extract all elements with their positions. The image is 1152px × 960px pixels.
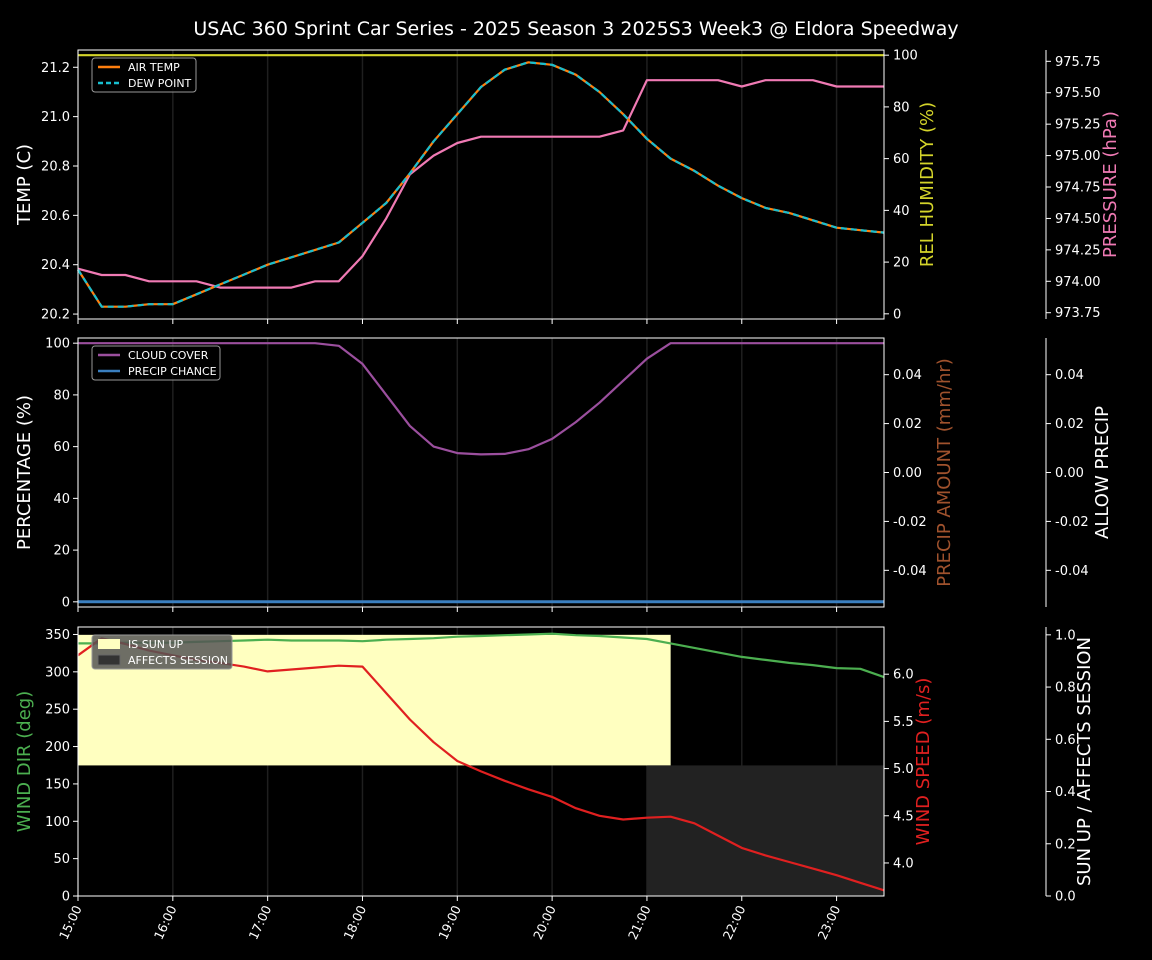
legend: IS SUN UP AFFECTS SESSION [91,634,233,670]
y-axis-label: WIND DIR (deg) [14,691,35,833]
legend-entry: PRECIP CHANCE [128,365,217,378]
plot-frame [77,49,885,320]
wind-speed-tick-label: 4.5 [893,809,914,824]
legend-entry: CLOUD COVER [128,349,209,362]
legend: AIR TEMP DEW POINT [91,57,197,93]
y-tick-label: 21.2 [41,61,70,76]
pressure-line [77,79,884,289]
y-tick-label: 100 [45,337,70,352]
legend-box [91,345,221,381]
dew-point-line [77,61,885,308]
y-tick-label: 60 [53,440,70,455]
pressure-tick-label: 974.50 [1055,212,1101,227]
legend-entry: AFFECTS SESSION [128,654,228,667]
sun-session-axis-label: SUN UP / AFFECTS SESSION [1074,637,1095,886]
y-tick-label: 20.8 [41,159,70,174]
plot-frame [77,337,885,608]
y-tick-label: 20 [53,544,70,559]
y-tick-label: 100 [45,815,70,830]
y-axis-label: TEMP (C) [14,144,35,226]
wind-speed-tick-label: 6.0 [893,668,914,683]
humidity-tick-label: 60 [893,152,910,167]
wind-speed-tick-label: 5.0 [893,762,914,777]
sun-session-tick-label: 0.4 [1055,785,1076,800]
y-tick-label: 0 [62,890,70,905]
wind-speed-tick-label: 5.5 [893,715,914,730]
precip-amount-tick-label: -0.02 [893,515,927,530]
pressure-tick-label: 975.50 [1055,86,1101,101]
sun-session-tick-label: 0.2 [1055,837,1076,852]
y-tick-label: 20.2 [41,308,70,323]
y-tick-label: 21.0 [41,110,70,125]
sun-session-tick-label: 0.8 [1055,681,1076,696]
precip-amount-tick-label: 0.02 [893,417,922,432]
precip-amount-tick-label: 0.04 [893,368,922,383]
affects-session-area [646,765,884,896]
pressure-tick-label: 975.00 [1055,149,1101,164]
legend: CLOUD COVER PRECIP CHANCE [91,345,221,381]
y-tick-label: 80 [53,388,70,403]
legend-entry: DEW POINT [128,77,192,90]
sun-session-tick-label: 0.6 [1055,733,1076,748]
y-tick-label: 20.4 [41,258,70,273]
sun-session-tick-label: 0.0 [1055,890,1076,905]
y-tick-label: 0 [62,595,70,610]
pressure-tick-label: 973.75 [1055,306,1101,321]
y-axis-label: PERCENTAGE (%) [14,395,35,550]
y-tick-label: 40 [53,492,70,507]
humidity-tick-label: 20 [893,256,910,271]
pressure-tick-label: 974.00 [1055,275,1101,290]
y-tick-label: 250 [45,703,70,718]
precip-amount-axis-label: PRECIP AMOUNT (mm/hr) [934,358,955,587]
wind-speed-axis-label: WIND SPEED (m/s) [913,678,934,846]
precip-amount-tick-label: 0.00 [893,466,922,481]
allow-precip-axis-label: ALLOW PRECIP [1092,406,1113,539]
pressure-tick-label: 974.75 [1055,181,1101,196]
allow-precip-tick-label: -0.04 [1055,564,1089,579]
pressure-tick-label: 975.75 [1055,55,1101,70]
legend-entry: AIR TEMP [128,61,180,74]
sun-session-tick-label: 1.0 [1055,628,1076,643]
pressure-tick-label: 974.25 [1055,243,1101,258]
legend-swatch [98,639,120,649]
y-tick-label: 350 [45,628,70,643]
allow-precip-tick-label: 0.04 [1055,368,1084,383]
pressure-tick-label: 975.25 [1055,118,1101,133]
y-tick-label: 200 [45,740,70,755]
allow-precip-tick-label: -0.02 [1055,515,1089,530]
y-tick-label: 300 [45,665,70,680]
legend-box [91,634,233,670]
allow-precip-tick-label: 0.00 [1055,466,1084,481]
chart-panels: 20.2 20.4 20.6 20.8 21.0 21.2 TEMP (C) 0 20 40 60 8… [14,49,1121,942]
pressure-axis-label: PRESSURE (hPa) [1100,111,1121,258]
plot-frame [77,626,885,897]
y-tick-label: 50 [53,852,70,867]
precip-amount-tick-label: -0.04 [893,564,927,579]
humidity-tick-label: 80 [893,100,910,115]
legend-entry: IS SUN UP [128,638,184,651]
humidity-tick-label: 0 [893,307,901,322]
legend-swatch [97,654,121,666]
chart-title: USAC 360 Sprint Car Series - 2025 Season… [193,18,958,40]
allow-precip-tick-label: 0.02 [1055,417,1084,432]
cloud-cover-line [78,342,884,456]
humidity-tick-label: 100 [893,49,918,64]
y-tick-label: 20.6 [41,209,70,224]
humidity-tick-label: 40 [893,204,910,219]
y-tick-label: 150 [45,777,70,792]
wind-speed-tick-label: 4.0 [893,856,914,871]
humidity-axis-label: REL HUMIDITY (%) [917,102,938,267]
